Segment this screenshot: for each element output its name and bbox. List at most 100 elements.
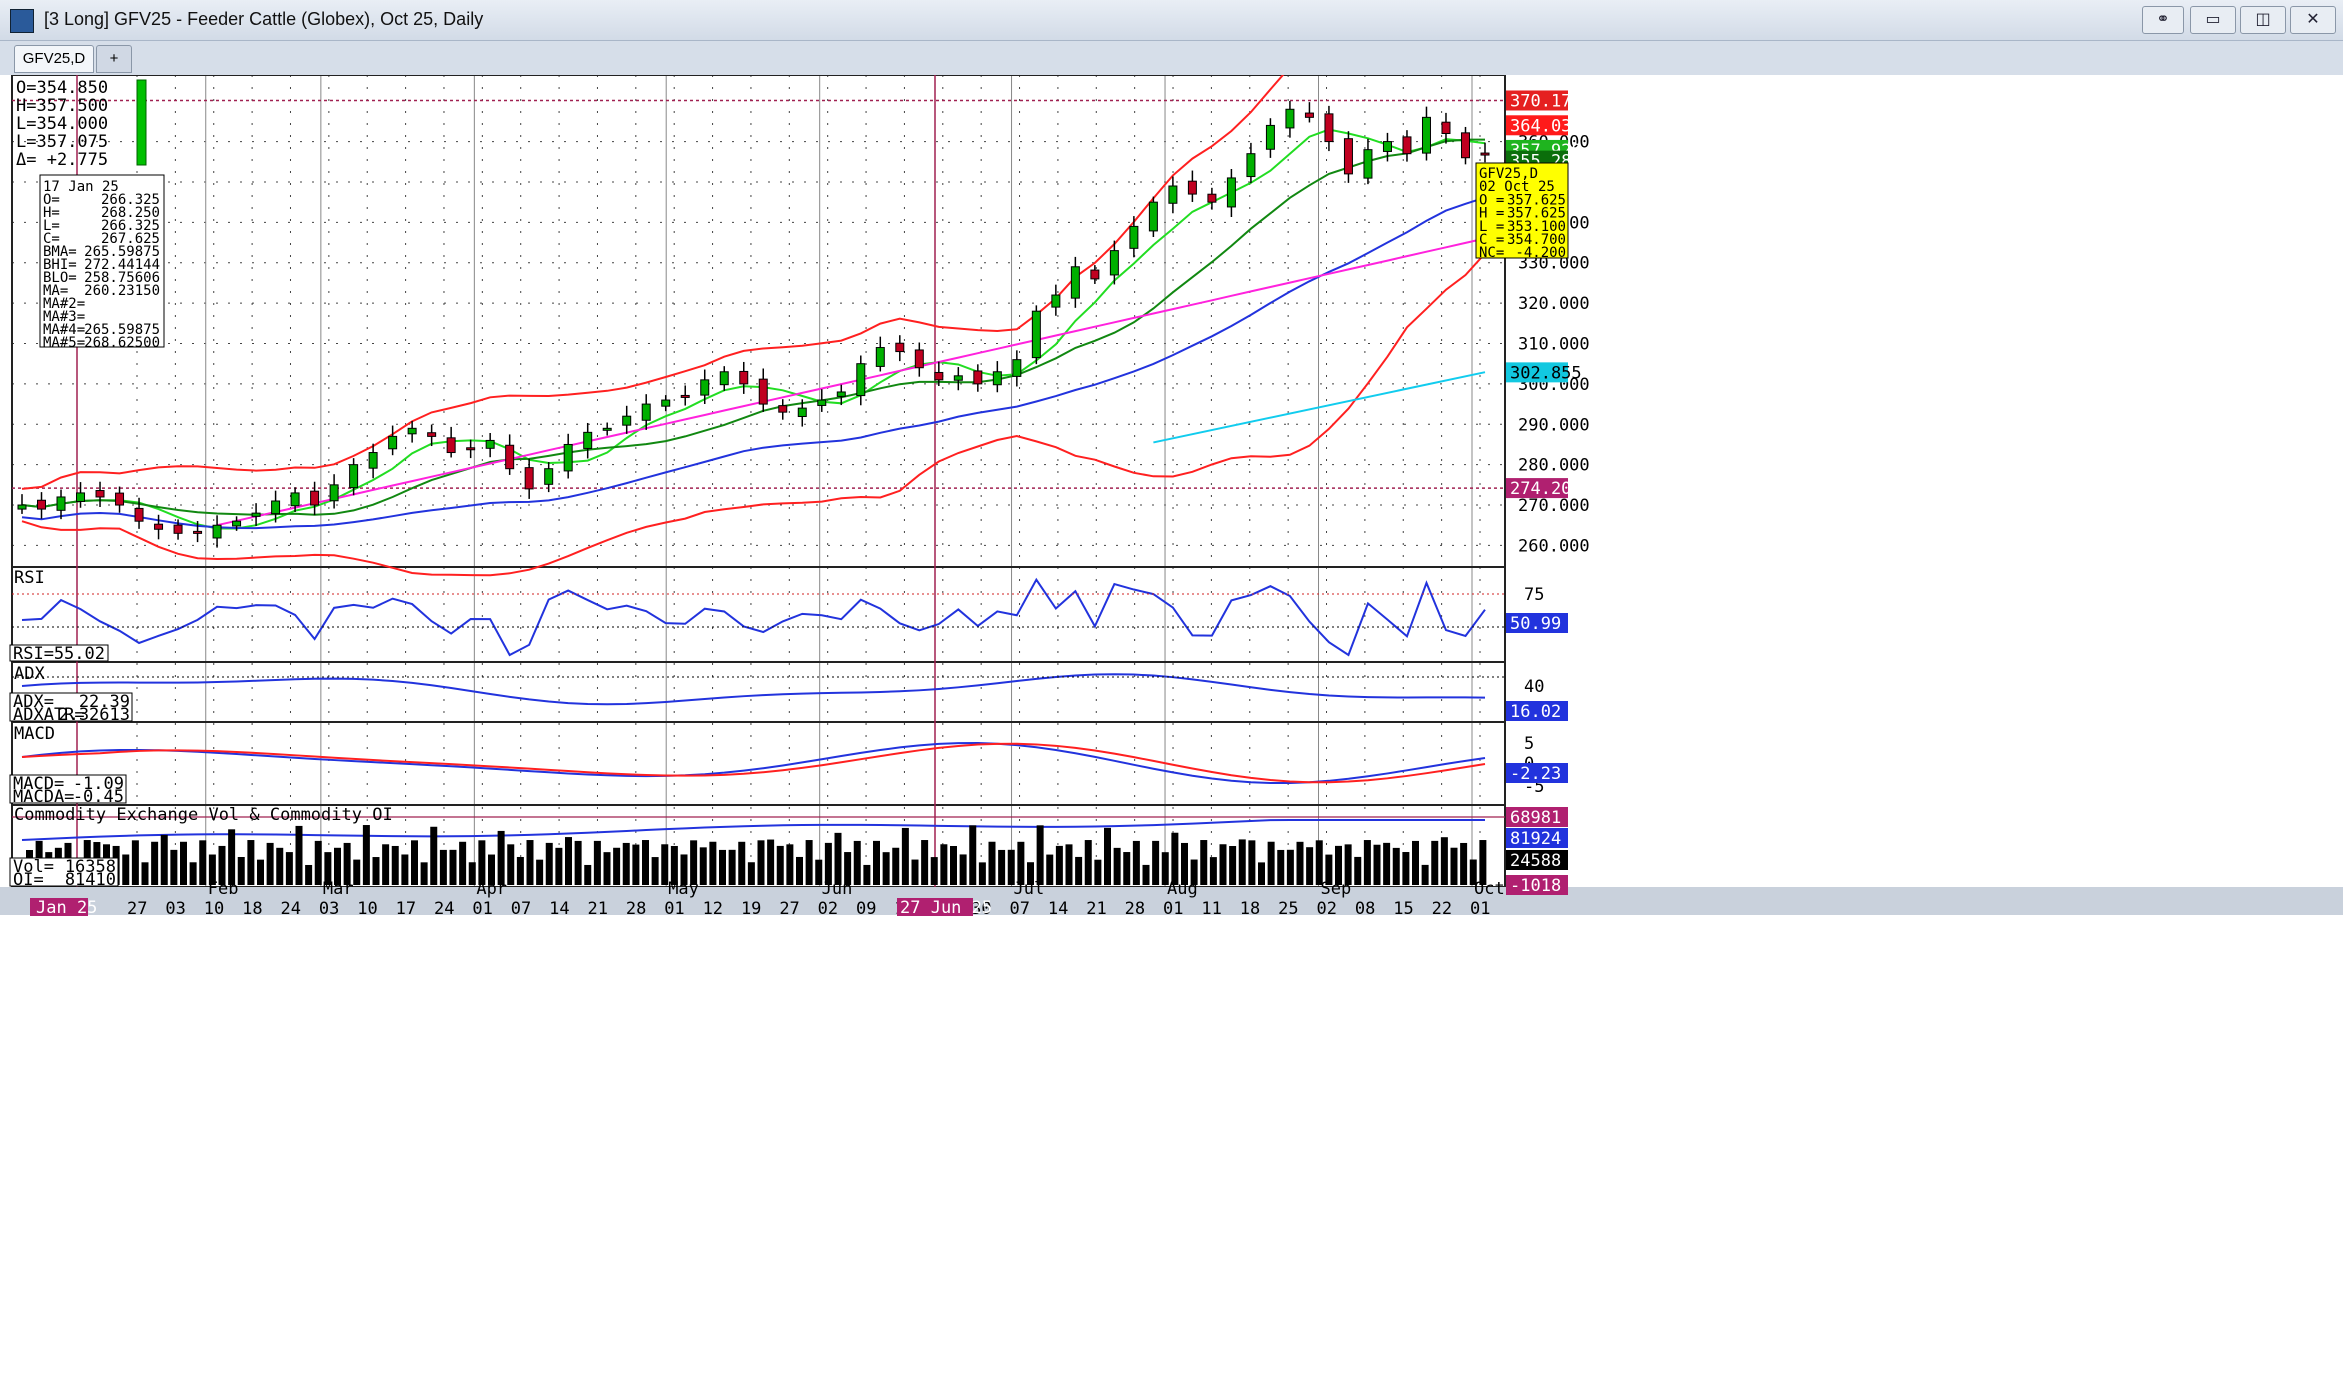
volume-bar <box>728 849 736 885</box>
price-label-box <box>1506 478 1568 499</box>
volume-bar <box>1469 859 1477 885</box>
candle-body <box>407 427 417 435</box>
x-day-label: 14 <box>1048 899 1068 919</box>
cursor-date-label: Jan 25 <box>36 898 97 918</box>
candles <box>17 101 1490 548</box>
volume-bar <box>776 845 784 885</box>
vol-label-box <box>1506 875 1568 895</box>
volume-bar <box>555 847 563 885</box>
vol-readout-label: Vol= <box>13 857 54 877</box>
volume-bar <box>651 857 659 885</box>
volume-bar <box>295 825 303 885</box>
vol-label-box <box>1506 807 1568 827</box>
cursor-row-value: 267.625 <box>101 231 160 247</box>
cursor-data-box: 17 Jan 25O= 266.325 H= 268.250 L= 266.325 C= 26… <box>39 174 165 351</box>
volume-bar <box>584 864 592 885</box>
x-day-label: 01 <box>664 899 684 919</box>
volume-bar <box>824 842 832 885</box>
volume-bar <box>1219 844 1227 885</box>
volume-bar <box>603 852 611 885</box>
volume-bar <box>719 849 726 885</box>
ma-slow <box>21 196 1486 530</box>
candle-body <box>1129 225 1139 249</box>
candle-body <box>1343 138 1353 175</box>
adx-readout-label: ADX= <box>13 692 54 712</box>
candle-body <box>1285 108 1295 129</box>
candle-body <box>368 452 378 469</box>
volume-bar <box>786 844 794 885</box>
volume-bar <box>1363 840 1371 885</box>
minimize-button[interactable]: ▭ <box>2190 6 2236 34</box>
candle-body <box>329 484 339 502</box>
candle-body <box>641 403 651 421</box>
x-day-label: 22 <box>1432 899 1452 919</box>
x-day-label: 28 <box>1125 899 1145 919</box>
volume-bar <box>969 825 977 885</box>
x-month-label: Aug <box>1167 879 1198 899</box>
candle-body <box>1148 201 1158 232</box>
volume-bar <box>1181 842 1188 885</box>
close-button[interactable]: ✕ <box>2290 6 2336 34</box>
volume-bar <box>305 864 313 885</box>
candle-body <box>290 492 300 507</box>
volume-bar <box>237 857 245 885</box>
volume-bar <box>141 862 149 885</box>
tab-gfv25[interactable]: GFV25,D <box>14 45 94 73</box>
x-day-label: 02 <box>818 899 838 919</box>
volume-bar <box>1152 840 1160 885</box>
x-day-label: 21 <box>587 899 607 919</box>
candle-body <box>778 405 788 413</box>
macd-signal-line <box>21 742 1486 784</box>
volume-bar <box>670 845 678 885</box>
vol-readout-value: 81410 <box>65 870 116 890</box>
link-icon[interactable]: ⚭ <box>2142 6 2184 34</box>
cursor-row-label: BHI= <box>43 257 77 273</box>
x-axis: Feb Mar Apr May Jun Jul Aug Sep Oct 27 03 10 18 24 03 1… <box>30 879 1505 919</box>
volume-bar <box>1460 842 1468 885</box>
volume-bar <box>1373 844 1381 885</box>
candle-body <box>583 431 593 449</box>
candle-body <box>310 490 320 506</box>
last-row-value: 357.625 <box>1507 192 1566 208</box>
cursor-row-label: BLO= <box>43 270 77 286</box>
adx-readout-value: 22.39 <box>79 692 130 712</box>
candle-body <box>37 499 47 510</box>
volume-bar <box>1094 859 1102 885</box>
last-row-label: C = <box>1479 232 1504 248</box>
add-tab-button[interactable]: + <box>96 45 132 73</box>
volume-bar <box>160 834 168 885</box>
x-day-label: 30 <box>971 899 991 919</box>
rsi-level-label: 75 <box>1524 585 1544 605</box>
volume-bar <box>892 847 900 885</box>
maximize-button[interactable]: ◫ <box>2240 6 2286 34</box>
macd-readout-label: MACDA= <box>13 787 74 807</box>
candle-body <box>1304 112 1314 118</box>
candle-body <box>1421 116 1431 154</box>
volume-bar <box>314 840 322 885</box>
volume-bar <box>1027 862 1034 885</box>
ohlc-header: O=354.850 H=357.500 L=354.000 L=357.075 … <box>16 78 108 170</box>
candle-body <box>1109 250 1119 276</box>
vol-label-box <box>1506 828 1568 848</box>
candle-body <box>1031 310 1041 359</box>
x-day-label: 09 <box>856 899 876 919</box>
candle-body <box>700 379 710 396</box>
cursor-row-value: 268.62500 <box>84 335 160 351</box>
volume-bar <box>1161 852 1169 885</box>
chart-area[interactable]: 260.000270.000280.000290.000300.000310.0… <box>0 75 2343 1378</box>
candle-body <box>992 371 1002 386</box>
adx-last-label: 16.02 <box>1510 702 1561 722</box>
volume-bar <box>488 854 495 885</box>
window-title: [3 Long] GFV25 - Feeder Cattle (Globex),… <box>44 9 484 29</box>
macd-level-label: 5 <box>1524 734 1534 754</box>
volume-bar <box>247 840 255 885</box>
volume-bar <box>863 864 871 885</box>
vol-label-box <box>1506 850 1568 870</box>
x-day-label: 27 <box>127 899 147 919</box>
volume-bar <box>1017 841 1025 885</box>
cursor-box-frame <box>39 174 165 348</box>
candle-body <box>739 370 749 385</box>
x-month-label: May <box>668 879 699 899</box>
volume-bar <box>565 837 572 885</box>
cursor-row-label: MA#2= <box>43 296 85 312</box>
